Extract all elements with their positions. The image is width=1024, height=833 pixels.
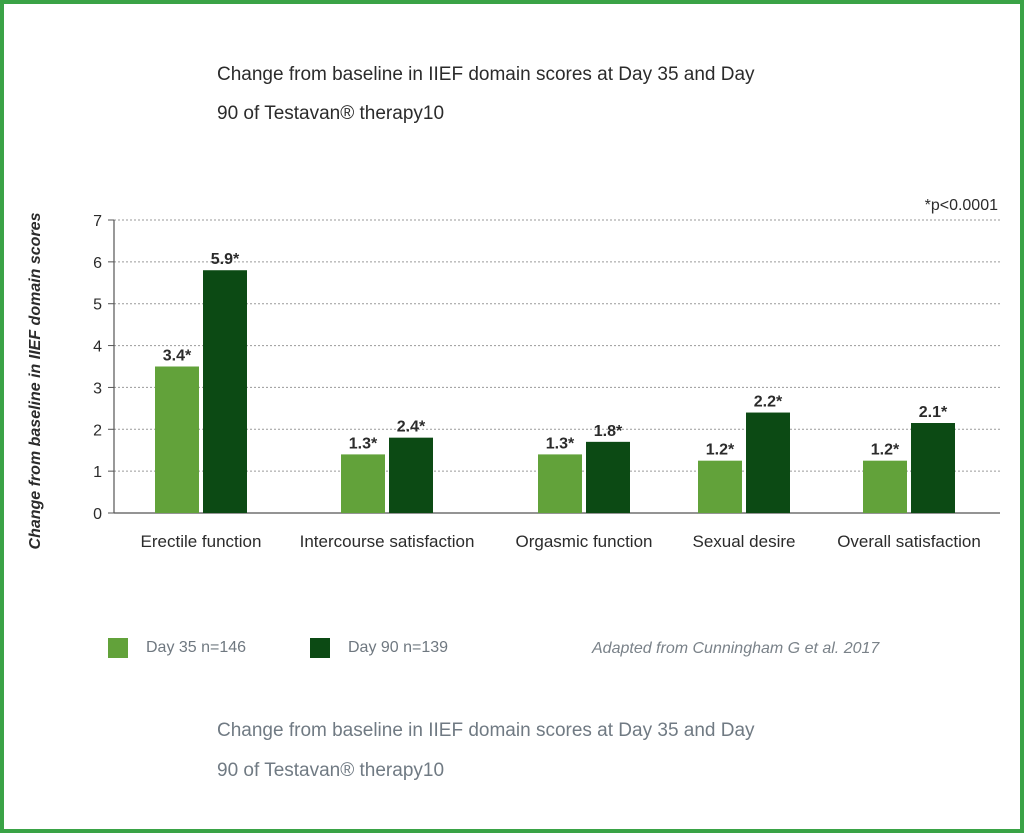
bar-day90 xyxy=(389,437,433,513)
x-tick-label: Overall satisfaction xyxy=(837,532,981,551)
source-citation: Adapted from Cunningham G et al. 2017 xyxy=(592,640,880,657)
bar-day35 xyxy=(863,460,907,513)
chart-title-line-2: 90 of Testavan® therapy10 xyxy=(217,103,445,124)
data-label: 1.3* xyxy=(349,435,378,452)
bar-day35 xyxy=(698,460,742,513)
data-label: 1.2* xyxy=(871,442,900,459)
data-label: 2.4* xyxy=(397,419,426,436)
data-label: 1.8* xyxy=(594,423,623,440)
data-label: 2.2* xyxy=(754,394,783,411)
data-label: 1.2* xyxy=(706,442,735,459)
caption-line-2: 90 of Testavan® therapy10 xyxy=(217,760,445,781)
data-labels: 3.4* 5.9* 1.3* 2.4* 1.3* 1.8* 1.2* 2.2* 1.2* 2.1* xyxy=(163,251,948,458)
bar-day90 xyxy=(203,270,247,513)
data-label: 2.1* xyxy=(919,404,948,421)
data-label: 5.9* xyxy=(211,251,240,268)
bars xyxy=(155,270,955,513)
y-tick-label: 2 xyxy=(93,422,102,439)
x-tick-label: Erectile function xyxy=(141,532,262,551)
bar-day35 xyxy=(538,454,582,513)
caption-line-1: Change from baseline in IIEF domain scor… xyxy=(217,720,755,741)
chart-title-line-1: Change from baseline in IIEF domain scor… xyxy=(217,64,755,85)
legend-label-day90: Day 90 n=139 xyxy=(348,639,449,656)
legend-swatch-day90 xyxy=(310,638,330,658)
y-tick-label: 0 xyxy=(93,506,102,523)
legend-swatch-day35 xyxy=(108,638,128,658)
x-tick-label: Intercourse satisfaction xyxy=(300,532,475,551)
x-tick-label: Sexual desire xyxy=(692,532,795,551)
legend-label-day35: Day 35 n=146 xyxy=(146,639,247,656)
p-value-note: *p<0.0001 xyxy=(925,197,999,214)
bar-day90 xyxy=(911,423,955,513)
bar-chart: 0 1 2 3 4 5 6 7 Erectile function Intercourse sat… xyxy=(27,197,1000,551)
y-tick-label: 4 xyxy=(93,339,102,356)
y-tick-label: 3 xyxy=(93,380,102,397)
y-tick-label: 7 xyxy=(93,213,102,230)
y-axis-title: Change from baseline in IIEF domain scor… xyxy=(27,212,44,549)
bar-day90 xyxy=(586,441,630,513)
y-tick-label: 1 xyxy=(93,464,102,481)
y-tick-label: 6 xyxy=(93,255,102,272)
bar-day35 xyxy=(155,366,199,513)
bar-day90 xyxy=(746,412,790,513)
data-label: 3.4* xyxy=(163,348,192,365)
bar-day35 xyxy=(341,454,385,513)
x-tick-label: Orgasmic function xyxy=(516,532,653,551)
axes: 0 1 2 3 4 5 6 7 Erectile function Intercourse sat… xyxy=(93,213,1000,551)
data-label: 1.3* xyxy=(546,435,575,452)
y-tick-label: 5 xyxy=(93,297,102,314)
